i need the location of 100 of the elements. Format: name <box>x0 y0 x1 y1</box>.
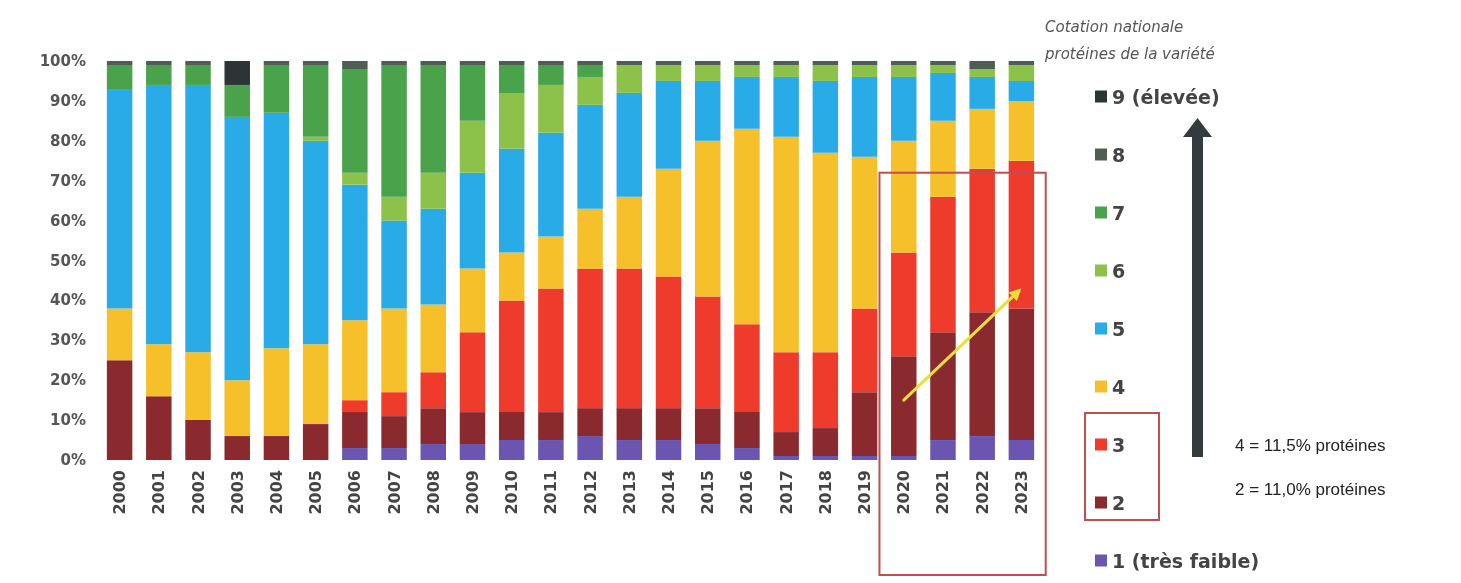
bar <box>342 184 368 321</box>
x-tick-label: 2000 <box>110 470 130 515</box>
bar <box>146 396 172 460</box>
legend-label: 1 (très faible) <box>1112 549 1260 572</box>
legend-label: 7 <box>1112 201 1126 224</box>
bar <box>263 64 290 113</box>
x-tick-label: 2013 <box>619 470 639 515</box>
bar <box>773 136 799 353</box>
bar <box>930 120 956 197</box>
bar <box>420 208 447 305</box>
bar <box>498 92 525 149</box>
bar <box>459 268 486 333</box>
bar <box>851 456 878 460</box>
bar <box>302 344 329 425</box>
bar <box>577 408 603 437</box>
bar <box>459 61 486 65</box>
bar <box>146 64 172 85</box>
x-tick-label: 2008 <box>423 470 443 515</box>
bar <box>891 64 917 77</box>
bar <box>381 392 407 417</box>
bar <box>498 300 525 413</box>
x-tick-label: 2018 <box>815 470 835 515</box>
bar <box>381 220 407 309</box>
bar <box>1008 80 1035 101</box>
bar <box>930 72 956 121</box>
bar <box>616 408 643 441</box>
bar <box>381 196 407 221</box>
bar <box>538 440 564 460</box>
bar <box>538 236 564 289</box>
text: 2 = 11,0% protéines <box>1235 480 1386 499</box>
x-tick-label: 2004 <box>266 470 286 515</box>
bar <box>812 428 839 457</box>
bar <box>655 276 682 409</box>
y-tick-label: 70% <box>50 171 86 190</box>
bar <box>498 64 525 93</box>
bar <box>655 61 682 65</box>
x-tick-label: 2023 <box>1011 470 1031 515</box>
bar <box>302 140 329 345</box>
bar <box>891 140 917 253</box>
bar <box>146 84 172 345</box>
bar <box>146 344 172 397</box>
bar <box>694 80 721 141</box>
bar <box>930 332 956 441</box>
bar <box>851 156 878 309</box>
x-tick-label: 2007 <box>384 470 404 515</box>
text: 4 = 11,5% protéines <box>1235 436 1386 455</box>
x-tick-label: 2014 <box>659 470 679 515</box>
legend-label: 2 <box>1112 491 1126 514</box>
legend-label: 8 <box>1112 143 1126 166</box>
x-tick-label: 2005 <box>306 470 326 515</box>
bar <box>185 61 211 65</box>
bar <box>459 332 486 413</box>
x-tick-label: 2002 <box>188 470 208 515</box>
bar <box>498 440 525 460</box>
x-tick-label: 2017 <box>776 470 796 515</box>
bar <box>538 64 564 85</box>
bar <box>577 436 603 460</box>
bar <box>655 440 682 460</box>
bar <box>969 61 995 69</box>
y-tick-label: 30% <box>50 331 86 350</box>
x-tick-label: 2009 <box>462 470 482 515</box>
bar <box>734 61 760 65</box>
bar <box>538 412 564 441</box>
bar <box>891 252 917 357</box>
bar <box>655 80 682 169</box>
bar <box>498 412 525 441</box>
bar <box>420 408 447 445</box>
legend-label: 6 <box>1112 259 1126 282</box>
bar <box>812 61 839 65</box>
bar <box>224 436 250 460</box>
legend-label: 9 (élevée) <box>1112 85 1220 108</box>
bar <box>381 61 407 65</box>
bar <box>538 61 564 65</box>
bar <box>263 61 290 65</box>
y-tick-label: 60% <box>50 211 86 230</box>
bar <box>734 128 760 325</box>
bar <box>969 76 995 109</box>
bar <box>616 196 643 269</box>
bar <box>459 444 486 460</box>
bar <box>694 64 721 81</box>
bar <box>577 268 603 409</box>
bar <box>106 64 133 89</box>
bar <box>342 68 368 173</box>
bar <box>616 268 643 409</box>
bar <box>381 448 407 460</box>
bar <box>734 64 760 77</box>
bar <box>577 104 603 209</box>
bar <box>498 148 525 253</box>
bar <box>224 84 250 117</box>
x-tick-label: 2021 <box>933 470 953 515</box>
bar <box>734 76 760 129</box>
bar <box>577 61 603 65</box>
bar <box>342 400 368 413</box>
bar <box>263 436 290 460</box>
bar <box>930 61 956 65</box>
bar <box>106 88 133 309</box>
bar <box>655 408 682 441</box>
y-tick-label: 100% <box>39 52 86 70</box>
bar <box>616 92 643 197</box>
bar <box>106 61 133 65</box>
